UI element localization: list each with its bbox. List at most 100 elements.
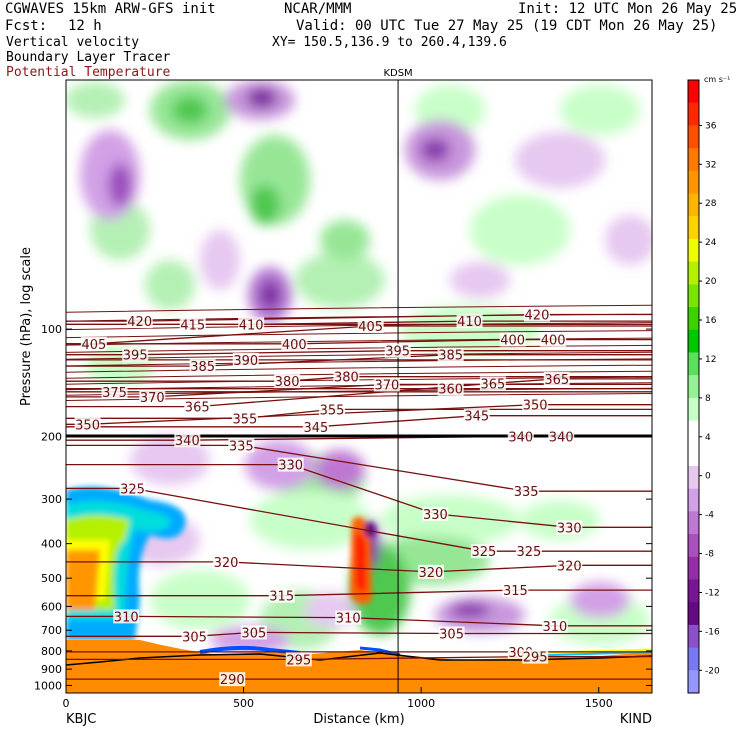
theta-label: 395: [385, 345, 410, 360]
theta-label: 295: [523, 651, 548, 666]
colorbar-label: 8: [705, 394, 711, 404]
colorbar-swatch: [688, 465, 699, 490]
theta-label-bg: [119, 481, 146, 496]
theta-contour: [66, 444, 652, 492]
colorbar-swatch: [688, 397, 699, 422]
theta-label: 335: [514, 485, 539, 500]
theta-label-bg: [285, 652, 312, 667]
theta-label-bg: [231, 411, 258, 426]
org-label: NCAR/MMM: [284, 1, 352, 17]
theta-label-bg: [437, 381, 464, 396]
theta-label-bg: [333, 369, 360, 384]
axes: 0 500 1000 1500 100 200 300 400 500 600 700 800 900 1…: [19, 247, 652, 727]
theta-label: 320: [557, 559, 582, 574]
colorbar-frame: [687, 79, 700, 694]
theta-contour: [66, 330, 652, 339]
colorbar-label: 0: [705, 472, 711, 482]
colorbar-swatch: [688, 125, 699, 149]
theta-label-bg: [417, 564, 444, 579]
theta-label: 320: [214, 556, 239, 571]
theta-label-bg: [302, 419, 329, 434]
theta-label: 400: [541, 334, 566, 349]
colorbar-swatch: [688, 352, 699, 376]
y-axis-label: Pressure (hPa), log scale: [19, 247, 34, 406]
theta-label: 400: [500, 334, 525, 349]
colorbar-swatch: [688, 80, 699, 104]
colorbar-label: -4: [705, 511, 714, 521]
y-tick-label: 800: [41, 645, 62, 658]
colorbar-swatch: [688, 284, 699, 308]
theta-label: 385: [438, 349, 463, 364]
colorbar-swatch: [688, 511, 699, 535]
theta-label: 310: [543, 620, 568, 635]
colorbar-swatch: [688, 307, 699, 331]
theta-label-bg: [228, 438, 255, 453]
theta-label: 355: [232, 412, 257, 427]
plot-frame: [65, 79, 653, 694]
theta-label: 305: [241, 626, 266, 641]
forecast-hour: 12 h: [68, 18, 102, 34]
theta-contour: [66, 337, 652, 346]
theta-label-bg: [507, 429, 534, 444]
field-potential-temperature: Potential Temperature: [6, 65, 171, 80]
vertical-velocity-field: [66, 80, 652, 693]
theta-label-bg: [384, 343, 411, 358]
theta-label: 345: [303, 421, 328, 436]
theta-label-bg: [540, 332, 567, 347]
theta-label-bg: [232, 352, 259, 367]
model-title: CGWAVES 15km ARW-GFS init: [5, 1, 216, 17]
endpoint-right: KIND: [620, 712, 652, 727]
colorbar-swatch: [688, 420, 699, 444]
theta-label: 315: [503, 584, 528, 599]
colorbar-label: -12: [705, 588, 720, 598]
theta-label-bg: [515, 544, 542, 559]
theta-label-bg: [74, 417, 101, 432]
colorbar-swatch: [688, 170, 699, 195]
theta-label-bg: [470, 544, 497, 559]
theta-label: 355: [320, 403, 345, 418]
x-axis-label: Distance (km): [313, 712, 404, 727]
colorbar-swatch: [688, 534, 699, 558]
colorbar-swatch: [688, 329, 699, 353]
theta-label: 370: [140, 391, 165, 406]
theta-label-bg: [212, 554, 239, 569]
colorbar-swatch: [688, 488, 699, 512]
init-time: Init: 12 UTC Mon 26 May 25: [518, 1, 738, 17]
y-tick-label: 900: [41, 663, 62, 676]
theta-label-bg: [274, 374, 301, 389]
theta-label-bg: [268, 588, 295, 603]
theta-label-bg: [463, 408, 490, 423]
y-tick-label: 600: [41, 600, 62, 613]
theta-label: 390: [233, 354, 258, 369]
theta-label: 310: [336, 612, 361, 627]
colorbar-swatch: [688, 602, 699, 626]
theta-label: 325: [472, 545, 497, 560]
theta-label: 400: [282, 338, 307, 353]
theta-label-bg: [240, 625, 267, 640]
y-tick-label: 1000: [34, 679, 62, 692]
colorbar-label: 24: [705, 238, 717, 248]
theta-label-bg: [80, 336, 107, 351]
colorbar-swatch: [688, 261, 699, 285]
theta-label: 320: [418, 566, 443, 581]
field-boundary-layer-tracer: Boundary Layer Tracer: [6, 50, 171, 65]
endpoint-left: KBJC: [66, 712, 96, 727]
theta-label-bg: [277, 457, 304, 472]
y-tick-label: 100: [41, 323, 62, 336]
theta-label-bg: [179, 317, 206, 332]
theta-label: 380: [334, 371, 359, 386]
theta-label-bg: [438, 626, 465, 641]
theta-label: 415: [180, 318, 205, 333]
x-tick-label: 1500: [585, 697, 613, 710]
theta-label-bg: [556, 520, 583, 535]
theta-label: 385: [190, 360, 215, 375]
theta-label-bg: [502, 583, 529, 598]
y-tick-label: 300: [41, 493, 62, 506]
colorbar-label: 32: [705, 160, 716, 170]
theta-label: 340: [175, 434, 200, 449]
theta-label: 350: [75, 418, 100, 433]
colorbar-label: -16: [705, 627, 720, 637]
theta-label: 420: [127, 315, 152, 330]
theta-label-bg: [101, 384, 128, 399]
station-label: KDSM: [383, 68, 412, 79]
